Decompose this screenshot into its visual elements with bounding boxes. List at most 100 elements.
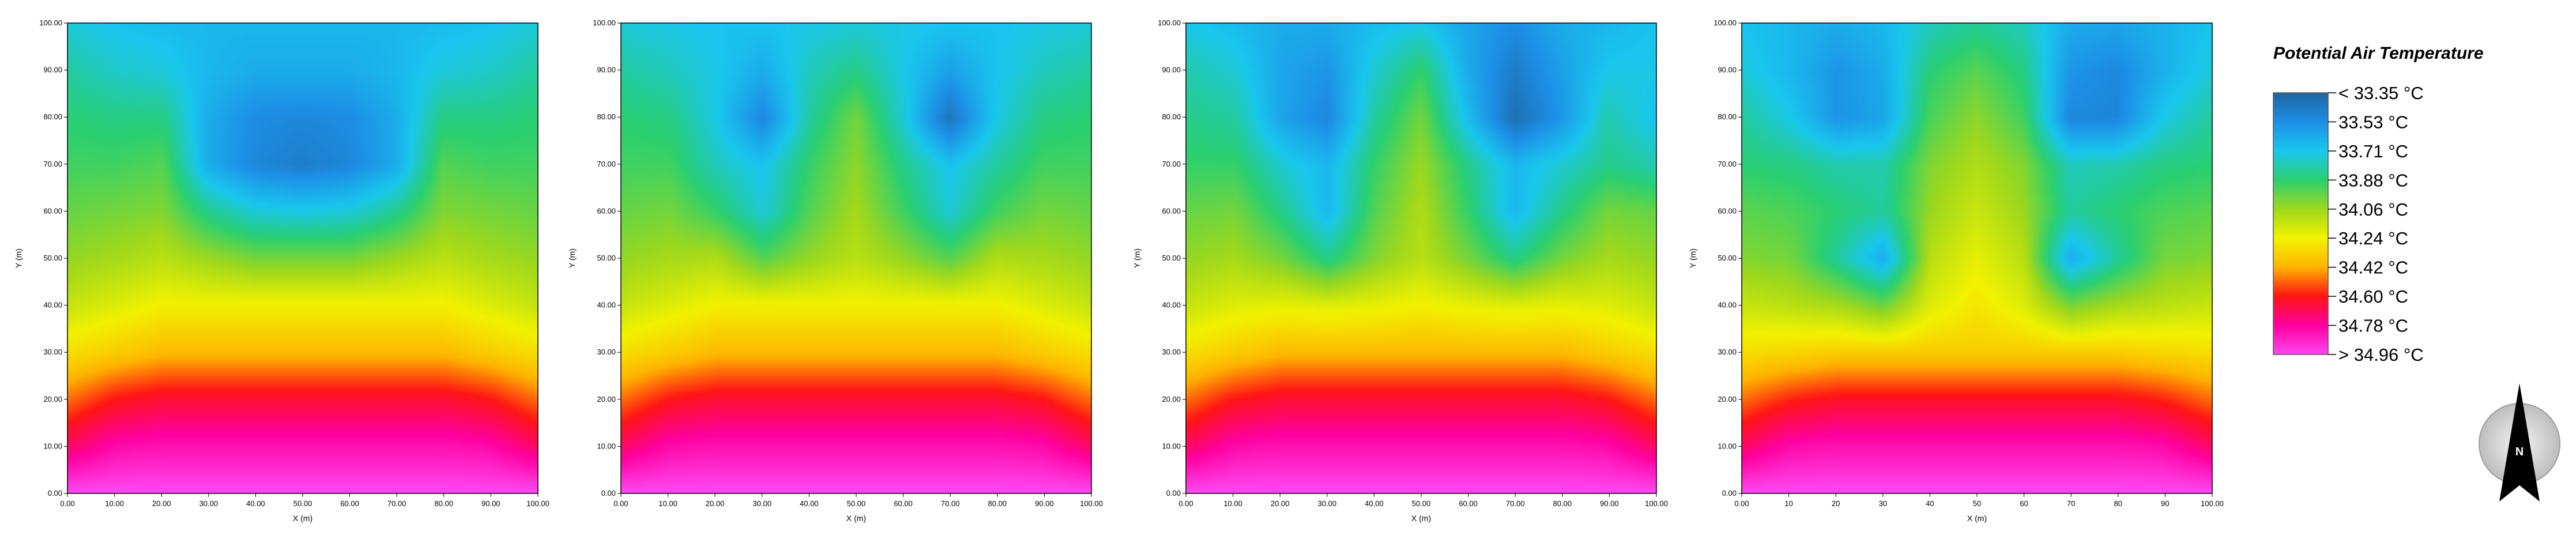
legend-label: 34.78 °C <box>2338 316 2408 336</box>
x-tick-label: 70.00 <box>387 499 406 508</box>
x-tick-label: 80.00 <box>435 499 454 508</box>
y-tick-label: 60.00 <box>1718 206 1737 215</box>
y-tick-label: 70.00 <box>43 160 62 168</box>
legend-label: > 34.96 °C <box>2338 345 2424 365</box>
x-tick-label: 30 <box>1879 499 1887 508</box>
y-tick-label: 60.00 <box>43 206 62 215</box>
north-arrow: N <box>2479 383 2560 501</box>
y-tick-label: 10.00 <box>597 442 616 450</box>
y-tick-label: 10.00 <box>1162 442 1181 450</box>
legend-label: 34.60 °C <box>2338 286 2408 307</box>
y-axis-label: Y (m) <box>14 248 23 268</box>
x-tick-label: 80.00 <box>988 499 1007 508</box>
y-tick-label: 0.00 <box>48 489 62 497</box>
y-tick-label: 80.00 <box>1718 112 1737 121</box>
y-tick-label: 80.00 <box>1162 112 1181 121</box>
x-tick-label: 20.00 <box>1271 499 1290 508</box>
legend-label: 33.53 °C <box>2338 112 2408 132</box>
heatmap-panel-2: 0.00 10.00 20.00 30.00 40.00 50.00 60.00 70.00 8… <box>567 18 1103 523</box>
y-tick-label: 10.00 <box>1718 442 1737 450</box>
legend-label: 34.24 °C <box>2338 228 2408 248</box>
y-tick-label: 50.00 <box>43 254 62 262</box>
x-axis-label: X (m) <box>1411 514 1431 523</box>
x-tick-label: 80 <box>2114 499 2122 508</box>
y-tick-label: 0.00 <box>1722 489 1737 497</box>
x-tick-label: 50.00 <box>1412 499 1431 508</box>
legend-title: Potential Air Temperature <box>2273 44 2484 63</box>
y-tick-label: 20.00 <box>43 395 62 403</box>
x-tick-label: 90.00 <box>1600 499 1619 508</box>
x-axis-label: X (m) <box>1967 514 1987 523</box>
y-tick-label: 30.00 <box>43 348 62 356</box>
x-tick-label: 40.00 <box>246 499 265 508</box>
x-tick-label: 100.00 <box>2201 499 2224 508</box>
y-tick-label: 90.00 <box>1162 66 1181 74</box>
x-tick-label: 70.00 <box>941 499 960 508</box>
x-tick-label: 10.00 <box>105 499 124 508</box>
y-tick-label: 0.00 <box>601 489 616 497</box>
y-axis-label: Y (m) <box>1132 248 1142 268</box>
x-axis-label: X (m) <box>293 514 312 523</box>
y-tick-label: 90.00 <box>1718 66 1737 74</box>
y-tick-label: 100.00 <box>1713 18 1737 27</box>
x-tick-label: 100.00 <box>1645 499 1668 508</box>
y-tick-label: 50.00 <box>597 254 616 262</box>
heatmap-panel-1: 0.00 10.00 20.00 30.00 40.00 50.00 60.00 70.00 8… <box>14 18 549 523</box>
x-tick-label: 30.00 <box>199 499 219 508</box>
x-tick-label: 20.00 <box>152 499 171 508</box>
x-tick-label: 80.00 <box>1553 499 1572 508</box>
y-tick-label: 50.00 <box>1162 254 1181 262</box>
x-tick-label: 50.00 <box>847 499 866 508</box>
y-tick-label: 20.00 <box>1718 395 1737 403</box>
heatmap-panel-4: 0.00 10 20 30 40 50 60 70 80 90 100.00 0.00 10.00 20.… <box>1688 18 2224 523</box>
x-tick-label: 40 <box>1926 499 1934 508</box>
y-tick-label: 0.00 <box>1166 489 1181 497</box>
x-tick-label: 40.00 <box>800 499 819 508</box>
y-tick-label: 30.00 <box>1718 348 1737 356</box>
y-axis-label: Y (m) <box>1688 248 1697 268</box>
x-tick-label: 60.00 <box>340 499 359 508</box>
legend: Potential Air Temperature < 33.35 °C 33.5… <box>2273 44 2484 365</box>
y-tick-label: 80.00 <box>43 112 62 121</box>
y-tick-label: 70.00 <box>597 160 616 168</box>
x-tick-label: 90 <box>2161 499 2169 508</box>
x-tick-label: 50 <box>1973 499 1981 508</box>
legend-label: 34.42 °C <box>2338 258 2408 278</box>
heatmap-image <box>621 23 1091 493</box>
x-tick-label: 20 <box>1832 499 1840 508</box>
y-tick-label: 40.00 <box>1718 301 1737 310</box>
x-tick-label: 10.00 <box>1223 499 1242 508</box>
legend-label: 33.88 °C <box>2338 170 2408 190</box>
x-tick-label: 30.00 <box>753 499 772 508</box>
x-tick-label: 10.00 <box>658 499 677 508</box>
heatmap-image <box>1742 23 2212 493</box>
legend-label: < 33.35 °C <box>2338 83 2424 103</box>
y-tick-label: 30.00 <box>1162 348 1181 356</box>
north-arrow-icon <box>2499 383 2540 501</box>
north-label: N <box>2515 446 2524 458</box>
y-tick-label: 100.00 <box>1158 18 1181 27</box>
y-tick-label: 20.00 <box>597 395 616 403</box>
x-tick-label: 50.00 <box>293 499 312 508</box>
x-tick-label: 60.00 <box>894 499 913 508</box>
y-tick-label: 30.00 <box>597 348 616 356</box>
x-tick-label: 0.00 <box>1178 499 1193 508</box>
y-tick-label: 60.00 <box>1162 206 1181 215</box>
x-tick-label: 90.00 <box>481 499 500 508</box>
x-tick-label: 0.00 <box>1734 499 1749 508</box>
x-tick-label: 90.00 <box>1035 499 1054 508</box>
y-tick-label: 70.00 <box>1162 160 1181 168</box>
legend-colorbar <box>2273 92 2329 355</box>
x-tick-label: 100.00 <box>1080 499 1103 508</box>
y-tick-label: 40.00 <box>597 301 616 310</box>
x-tick-label: 0.00 <box>60 499 74 508</box>
y-tick-label: 40.00 <box>43 301 62 310</box>
y-tick-label: 60.00 <box>597 206 616 215</box>
y-tick-label: 100.00 <box>39 18 62 27</box>
x-axis-label: X (m) <box>846 514 866 523</box>
y-axis-label: Y (m) <box>567 248 577 268</box>
legend-label: 33.71 °C <box>2338 141 2408 161</box>
x-tick-label: 70 <box>2067 499 2075 508</box>
y-tick-label: 90.00 <box>43 66 62 74</box>
